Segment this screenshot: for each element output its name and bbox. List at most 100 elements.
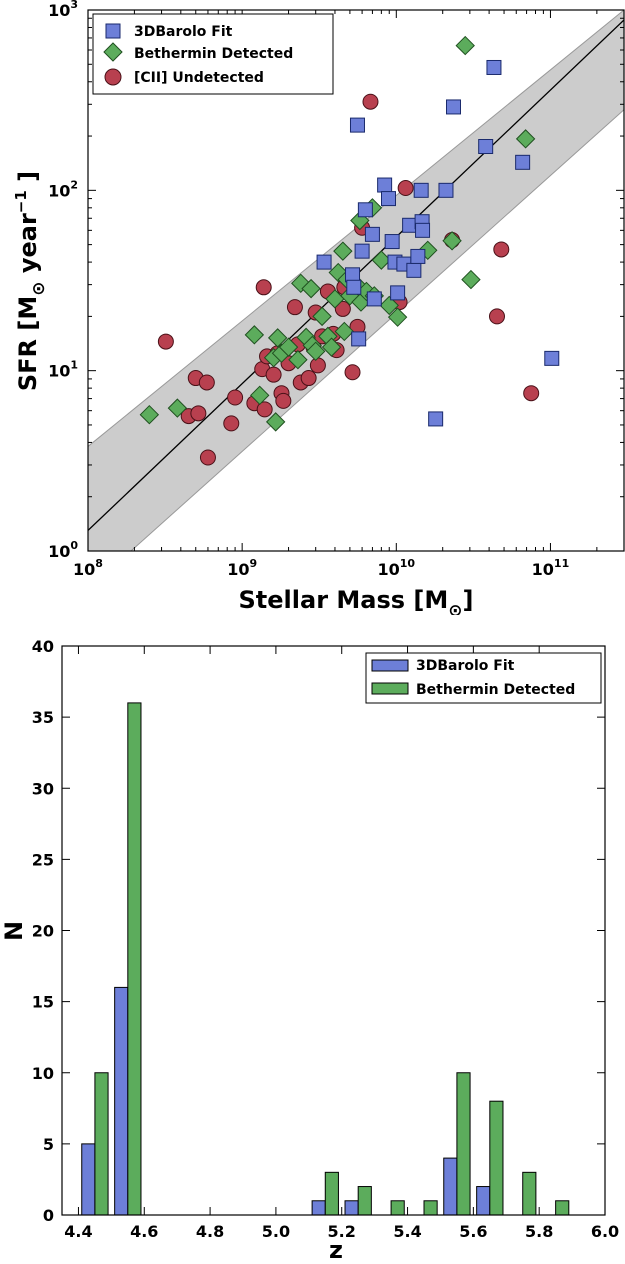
- x-tick-label: 5.2: [328, 1222, 356, 1241]
- x-tick-label: 5.6: [459, 1222, 487, 1241]
- histogram-bar-bethermin: [423, 1200, 438, 1216]
- scatter-point-3dbarolo: [415, 222, 431, 238]
- scatter-point-bethermin: [244, 325, 265, 345]
- legend-label-3dbarolo: 3DBarolo Fit: [134, 24, 233, 40]
- scatter-point-cii-undetected: [523, 385, 540, 402]
- scatter-point-cii-undetected: [227, 389, 244, 406]
- scatter-point-bethermin: [461, 269, 481, 290]
- y-tick-label: 40: [32, 637, 54, 656]
- y-tick-label: 15: [32, 993, 54, 1012]
- scatter-point-3dbarolo: [390, 285, 406, 301]
- scatter-point-3dbarolo: [402, 217, 418, 233]
- scatter-point-cii-undetected: [300, 370, 317, 387]
- histogram-bar-3dbarolo: [344, 1200, 359, 1216]
- histogram-bar-bethermin: [390, 1200, 405, 1216]
- scatter-point-cii-undetected: [334, 300, 351, 317]
- scatter-point-bethermin: [265, 412, 286, 432]
- scatter-point-cii-undetected: [362, 93, 379, 110]
- scatter-point-cii-undetected: [223, 415, 240, 432]
- scatter-point-3dbarolo: [544, 350, 560, 366]
- x-tick-label: 109: [227, 557, 257, 579]
- y-tick-label: 101: [48, 359, 78, 381]
- x-tick-label: 108: [73, 557, 103, 579]
- x-tick-label: 4.6: [130, 1222, 158, 1241]
- scatter-point-bethermin: [387, 307, 408, 327]
- scatter-point-bethermin: [379, 295, 399, 316]
- scatter-point-bethermin: [515, 129, 536, 149]
- chart2-y-axis-label: N: [0, 921, 28, 941]
- scatter-point-3dbarolo: [354, 243, 370, 259]
- y-tick-label: 25: [32, 850, 54, 869]
- scatter-point-bethermin: [250, 385, 270, 406]
- scatter-point-cii-undetected: [493, 241, 510, 258]
- scatter-point-cii-undetected: [157, 333, 174, 350]
- legend-label-3dbarolo-hist: 3DBarolo Fit: [416, 658, 515, 674]
- y-tick-label: 20: [32, 922, 54, 941]
- scatter-point-3dbarolo: [486, 59, 502, 75]
- scatter-point-bethermin: [305, 341, 326, 362]
- y-tick-label: 102: [48, 178, 78, 200]
- histogram-bar-bethermin: [94, 1072, 109, 1216]
- scatter-point-bethermin: [278, 337, 299, 357]
- x-tick-label: 4.4: [64, 1222, 92, 1241]
- scatter-point-bethermin: [334, 321, 355, 342]
- y-tick-label: 103: [48, 0, 78, 20]
- scatter-point-cii-undetected: [256, 401, 273, 418]
- scatter-point-cii-undetected: [488, 308, 505, 325]
- scatter-point-3dbarolo: [406, 262, 422, 278]
- y-tick-label: 5: [43, 1135, 54, 1154]
- legend-label-bethermin: Bethermin Detected: [134, 46, 293, 62]
- scatter-point-cii-undetected: [286, 299, 303, 316]
- scatter-point-cii-undetected: [190, 405, 207, 422]
- scatter-point-3dbarolo: [345, 267, 361, 283]
- x-tick-label: 1011: [532, 557, 570, 579]
- histogram-bar-bethermin: [522, 1171, 537, 1216]
- scatter-point-bethermin: [139, 404, 160, 425]
- scatter-point-3dbarolo: [351, 331, 367, 347]
- x-tick-label: 6.0: [591, 1222, 619, 1241]
- scatter-point-cii-undetected: [397, 180, 414, 197]
- scatter-point-3dbarolo: [515, 154, 531, 170]
- scatter-point-3dbarolo: [478, 139, 494, 155]
- x-tick-label: 5.8: [525, 1222, 553, 1241]
- y-tick-label: 100: [48, 539, 78, 561]
- scatter-point-bethermin: [167, 398, 188, 418]
- x-tick-label: 5.4: [393, 1222, 421, 1241]
- histogram-bar-bethermin: [456, 1072, 471, 1216]
- scatter-point-3dbarolo: [349, 117, 365, 133]
- scatter-point-3dbarolo: [428, 411, 444, 427]
- y-tick-label: 35: [32, 708, 54, 727]
- scatter-point-bethermin: [455, 35, 475, 56]
- scatter-point-bethermin: [442, 231, 462, 251]
- y-tick-label: 0: [43, 1206, 54, 1225]
- chart2-frame: [61, 645, 606, 1216]
- y-tick-label: 30: [32, 779, 54, 798]
- scatter-point-cii-undetected: [309, 357, 326, 374]
- scatter-point-3dbarolo: [346, 279, 362, 295]
- x-tick-label: 5.0: [262, 1222, 290, 1241]
- histogram-bar-bethermin: [127, 702, 142, 1216]
- sfr-vs-mass-chart: 108 109 1010 1011 100 101 102 103 Stellar Mass …: [12, 0, 625, 615]
- scatter-point-bethermin: [267, 328, 288, 348]
- chart1-y-axis-label: SFR [M⊙ year−1 ]: [12, 171, 49, 391]
- legend-circle-marker: [104, 68, 122, 86]
- scatter-point-cii-undetected: [199, 449, 216, 466]
- scatter-point-bethermin: [333, 241, 353, 261]
- histogram-bar-bethermin: [555, 1200, 570, 1216]
- histogram-bar-3dbarolo: [311, 1200, 326, 1216]
- scatter-point-3dbarolo: [377, 177, 393, 193]
- chart2-legend: 3DBarolo Fit Bethermin Detected: [365, 652, 602, 704]
- histogram-bar-3dbarolo: [114, 986, 129, 1216]
- x-tick-label: 1010: [378, 557, 416, 579]
- scatter-point-3dbarolo: [316, 254, 332, 270]
- scatter-point-3dbarolo: [357, 202, 373, 218]
- scatter-point-3dbarolo: [413, 182, 429, 198]
- scatter-point-3dbarolo: [380, 191, 396, 207]
- scatter-point-cii-undetected: [255, 279, 272, 296]
- histogram-bar-bethermin: [489, 1100, 504, 1216]
- histogram-bar-3dbarolo: [81, 1143, 96, 1216]
- scatter-point-cii-undetected: [275, 392, 292, 409]
- x-tick-label: 4.8: [196, 1222, 224, 1241]
- legend-label-bethermin-hist: Bethermin Detected: [416, 682, 575, 698]
- scatter-point-cii-undetected: [198, 374, 215, 391]
